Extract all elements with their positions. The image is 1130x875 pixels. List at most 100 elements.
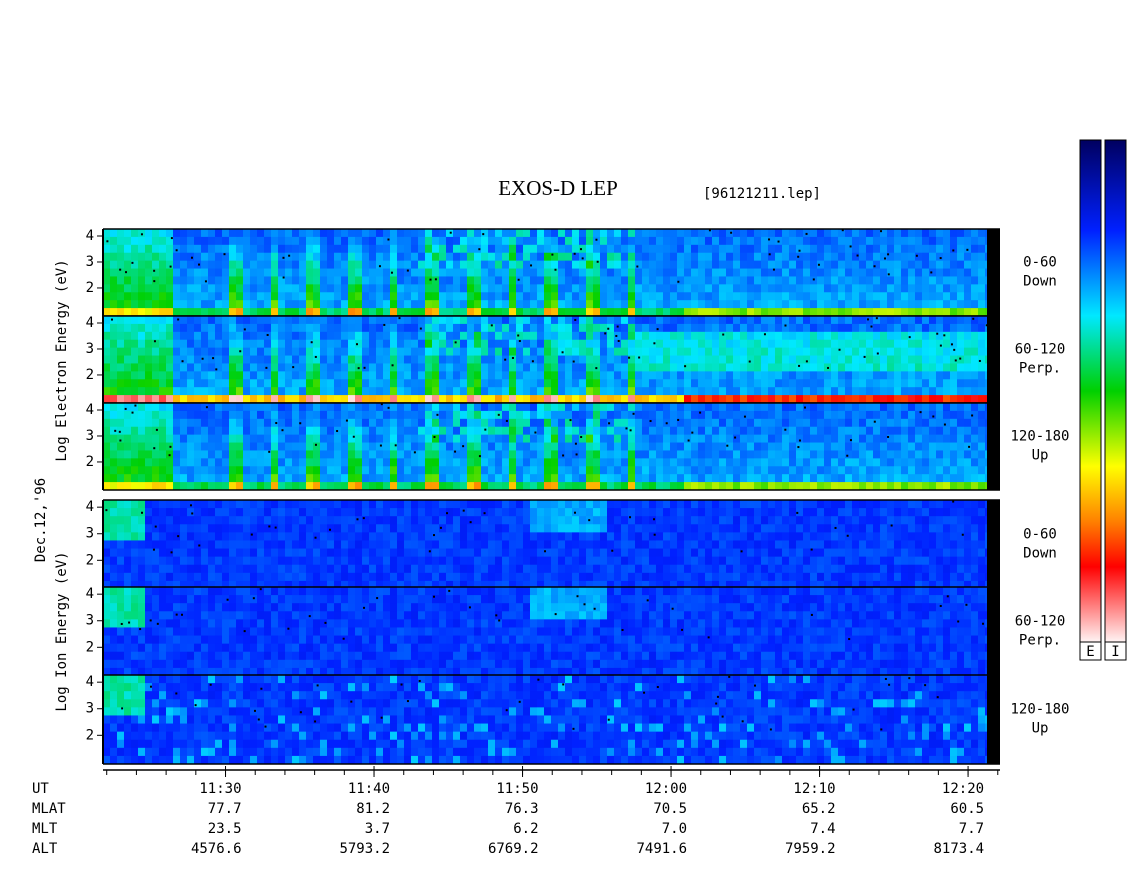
spectrogram-cell: [124, 458, 131, 467]
spectrogram-cell: [908, 236, 915, 246]
spectrogram-cell: [299, 500, 306, 509]
spectrogram-cell: [894, 371, 901, 380]
spectrogram-cell: [558, 426, 565, 436]
spectrogram-cell: [341, 466, 348, 475]
spectrogram-cell: [159, 524, 166, 533]
spectrogram-cell: [796, 268, 803, 277]
spectrogram-cell: [866, 300, 873, 309]
spectrogram-cell: [103, 276, 110, 285]
spectrogram-cell: [376, 474, 383, 483]
spectrogram-cell: [481, 316, 488, 325]
spectrogram-cell: [131, 434, 138, 444]
spectrogram-gap: [677, 418, 680, 421]
spectrogram-cell: [733, 442, 740, 451]
spectrogram-cell: [670, 236, 677, 246]
spectrogram-cell: [355, 316, 362, 325]
spectrogram-cell: [376, 556, 383, 566]
spectrogram-cell: [376, 292, 383, 301]
spectrogram-cell: [369, 316, 376, 325]
spectrogram-cell: [306, 564, 313, 574]
spectrogram-cell: [460, 458, 467, 467]
spectrogram-cell: [845, 316, 852, 325]
spectrogram-cell: [299, 580, 306, 590]
spectrogram-cell: [894, 426, 901, 436]
spectrogram-cell: [558, 244, 565, 254]
spectrogram-cell: [950, 308, 957, 317]
spectrogram-cell: [341, 355, 348, 364]
spectrogram-cell: [166, 229, 173, 238]
spectrogram-cell: [110, 450, 117, 459]
spectrogram-cell: [271, 403, 278, 412]
spectrogram-cell: [649, 308, 656, 317]
spectrogram-cell: [894, 268, 901, 277]
spectrogram-cell: [404, 347, 411, 357]
spectrogram-cell: [271, 284, 278, 293]
spectrogram-cell: [684, 458, 691, 467]
spectrogram-cell: [929, 268, 936, 277]
spectrogram-gap: [887, 273, 890, 276]
spectrogram-cell: [194, 339, 201, 349]
spectrogram-cell: [348, 236, 355, 246]
spectrogram-cell: [208, 331, 215, 341]
spectrogram-cell: [691, 268, 698, 277]
spectrogram-cell: [593, 371, 600, 380]
spectrogram-cell: [614, 482, 621, 491]
spectrogram-cell: [292, 418, 299, 428]
spectrogram-cell: [887, 482, 894, 491]
spectrogram-cell: [964, 482, 971, 491]
spectrogram-cell: [817, 252, 824, 262]
spectrogram-cell: [159, 572, 166, 582]
spectrogram-cell: [194, 548, 201, 558]
spectrogram-cell: [789, 458, 796, 467]
spectrogram-cell: [250, 410, 257, 420]
spectrogram-cell: [663, 403, 670, 412]
spectrogram-cell: [551, 300, 558, 309]
spectrogram-cell: [845, 379, 852, 388]
spectrogram-cell: [964, 395, 971, 404]
spectrogram-cell: [768, 403, 775, 412]
spectrogram-cell: [579, 474, 586, 483]
spectrogram-cell: [355, 548, 362, 558]
spectrogram-cell: [621, 284, 628, 293]
spectrogram-cell: [635, 300, 642, 309]
spectrogram-cell: [712, 458, 719, 467]
spectrogram-cell: [292, 580, 299, 590]
spectrogram-cell: [782, 474, 789, 483]
spectrogram-cell: [222, 516, 229, 525]
spectrogram-cell: [782, 395, 789, 404]
spectrogram-cell: [516, 458, 523, 467]
spectrogram-cell: [544, 379, 551, 388]
spectrogram-cell: [278, 580, 285, 590]
spectrogram-cell: [208, 268, 215, 277]
spectrogram-cell: [285, 387, 292, 396]
spectrogram-cell: [600, 331, 607, 341]
spectrogram-cell: [341, 442, 348, 451]
spectrogram-cell: [733, 450, 740, 459]
spectrogram-cell: [649, 244, 656, 254]
spectrogram-gap: [953, 348, 956, 351]
spectrogram-cell: [376, 347, 383, 357]
spectrogram-cell: [537, 347, 544, 357]
spectrogram-cell: [145, 363, 152, 372]
spectrogram-cell: [390, 387, 397, 396]
spectrogram-cell: [817, 355, 824, 364]
spectrogram-cell: [642, 395, 649, 404]
spectrogram-cell: [614, 229, 621, 238]
spectrogram-cell: [173, 316, 180, 325]
spectrogram-cell: [110, 410, 117, 420]
spectrogram-cell: [901, 260, 908, 270]
spectrogram-cell: [677, 379, 684, 388]
spectrogram-cell: [271, 564, 278, 574]
spectrogram-cell: [971, 331, 978, 341]
spectrogram-cell: [432, 434, 439, 444]
spectrogram-cell: [607, 323, 614, 333]
spectrogram-cell: [376, 355, 383, 364]
spectrogram-cell: [103, 268, 110, 277]
spectrogram-cell: [621, 379, 628, 388]
spectrogram-cell: [747, 395, 754, 404]
spectrogram-gap: [841, 229, 844, 232]
spectrogram-cell: [551, 308, 558, 317]
spectrogram-cell: [229, 580, 236, 590]
spectrogram-cell: [817, 260, 824, 270]
spectrogram-gap: [530, 264, 533, 267]
